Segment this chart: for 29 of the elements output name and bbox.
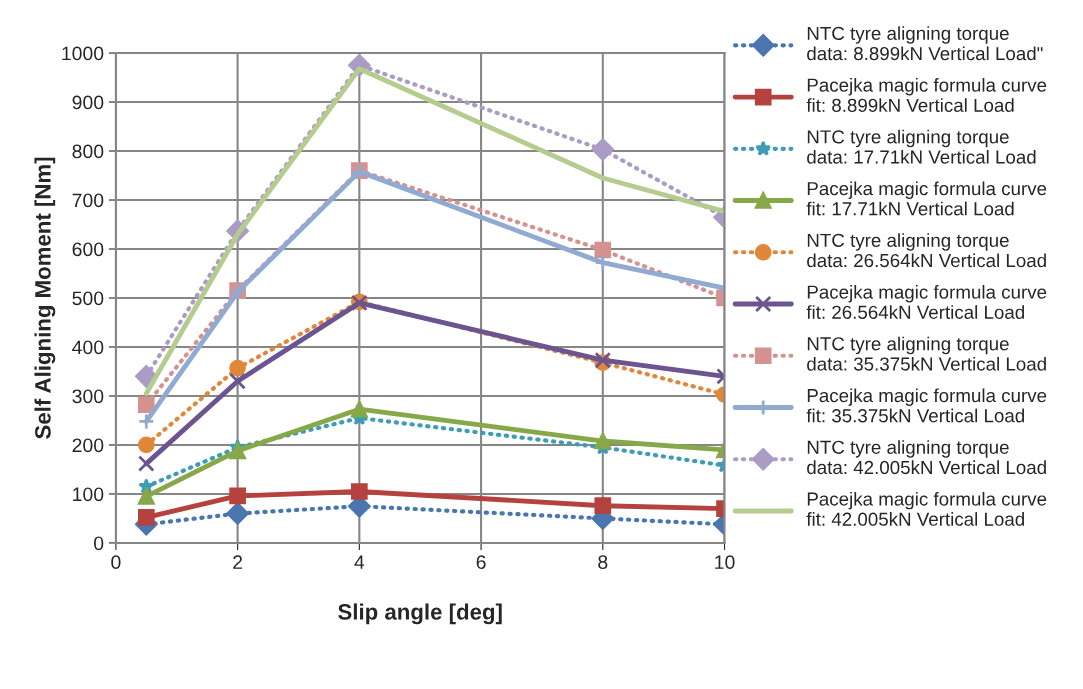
legend-label: Pacejka magic formula curve fit: 35.375kN Vertical Load (806, 388, 1047, 423)
x-tick-label: 0 (111, 555, 121, 570)
x-tick-label: 10 (715, 555, 735, 570)
y-tick-label: 400 (72, 340, 104, 355)
legend-label: NTC tyre aligning torque data: 8.899kN Vertical Load" (807, 26, 1043, 61)
legend-label: NTC tyre aligning torque data: 42.005kN Vertical Load (807, 440, 1046, 475)
y-tick-label: 300 (72, 389, 104, 404)
y-tick-label: 700 (72, 193, 104, 208)
legend-label: Pacejka magic formula curve fit: 26.564kN Vertical Load (806, 284, 1047, 319)
legend-label: Pacejka magic formula curve fit: 42.005kN Vertical Load (806, 491, 1047, 526)
legend-label: NTC tyre aligning torque data: 35.375kN Vertical Load (807, 336, 1046, 371)
y-tick-label: 500 (72, 291, 104, 306)
x-tick-label: 6 (476, 555, 486, 570)
legend-label: NTC tyre aligning torque data: 17.71kN Vertical Load (807, 129, 1036, 164)
y-tick-label: 100 (73, 487, 104, 502)
x-axis-title: Slip angle [deg] (338, 603, 502, 625)
legend-label: Pacejka magic formula curve fit: 8.899kN Vertical Load (806, 78, 1047, 112)
legend-label: NTC tyre aligning torque data: 26.564kN Vertical Load (807, 233, 1046, 268)
y-tick-label: 800 (72, 144, 104, 159)
y-tick-label: 900 (72, 95, 104, 110)
x-tick-label: 8 (598, 555, 608, 570)
y-tick-label: 200 (72, 438, 104, 453)
x-tick-label: 2 (233, 555, 243, 569)
y-tick-label: 0 (94, 536, 104, 551)
x-tick-label: 4 (354, 555, 365, 569)
legend-label: Pacejka magic formula curve fit: 17.71kN Vertical Load (806, 181, 1047, 216)
y-tick-label: 1000 (62, 46, 104, 61)
y-tick-label: 600 (72, 242, 104, 257)
y-axis-title: Self Aligning Moment [Nm] (34, 157, 56, 439)
